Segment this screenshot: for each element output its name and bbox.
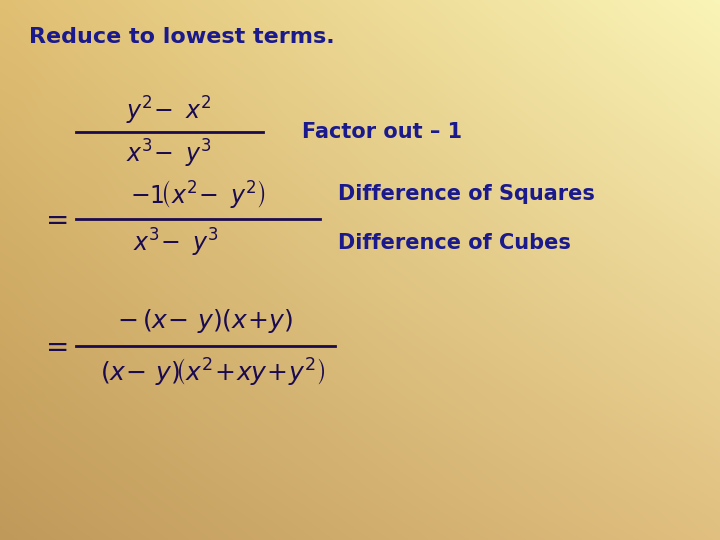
Text: $y^2\!-\ x^2$: $y^2\!-\ x^2$ — [126, 94, 212, 127]
Text: Reduce to lowest terms.: Reduce to lowest terms. — [29, 27, 334, 47]
Text: $=$: $=$ — [40, 332, 68, 360]
Text: $(x\!-\,y)\!\left(x^2\!+\!xy\!+\!y^2\right)$: $(x\!-\,y)\!\left(x^2\!+\!xy\!+\!y^2\rig… — [100, 356, 325, 389]
Text: Difference of Cubes: Difference of Cubes — [338, 233, 571, 253]
Text: $-1\!\left(x^2\!-\ y^2\right)$: $-1\!\left(x^2\!-\ y^2\right)$ — [130, 178, 266, 211]
Text: $x^3\!-\ y^3$: $x^3\!-\ y^3$ — [126, 138, 212, 170]
Text: Factor out – 1: Factor out – 1 — [302, 122, 462, 143]
Text: $x^3\!-\ y^3$: $x^3\!-\ y^3$ — [133, 227, 220, 259]
Text: $-\,(x\!-\,y)(x\!+\!y)$: $-\,(x\!-\,y)(x\!+\!y)$ — [117, 307, 293, 335]
Text: $=$: $=$ — [40, 205, 68, 233]
Text: Difference of Squares: Difference of Squares — [338, 184, 595, 205]
